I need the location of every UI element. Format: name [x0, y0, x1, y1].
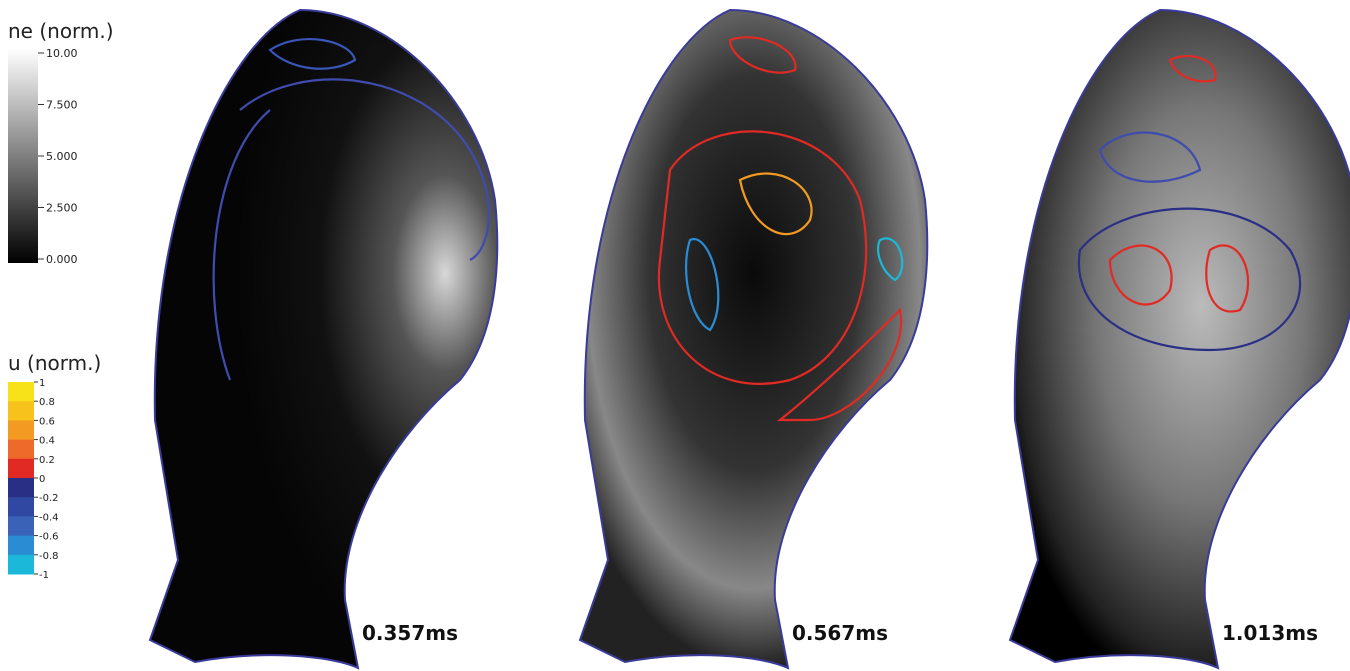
plasma-cross-section: [149, 9, 499, 669]
contour: [1205, 244, 1250, 313]
tick-label: 0.2: [39, 455, 55, 466]
tick-label: 0.4: [39, 436, 55, 447]
color-band: [8, 382, 34, 402]
tick-label: 5.000: [46, 150, 78, 163]
color-band: [8, 535, 34, 556]
contour: [268, 38, 357, 70]
tick-label: -0.8: [39, 551, 59, 562]
contour: [239, 78, 490, 261]
tick-label: 0.8: [39, 397, 55, 408]
contour: [1108, 244, 1173, 306]
contour: [1168, 55, 1217, 83]
plasma-cross-section: [1009, 9, 1350, 669]
contour: [212, 109, 271, 381]
time-label: 0.567ms: [792, 621, 888, 645]
tick-label: -1: [39, 570, 49, 581]
tick-label: 0: [39, 474, 45, 485]
contour: [684, 238, 720, 332]
panel: 1.013ms: [1009, 9, 1350, 669]
color-band: [8, 401, 34, 421]
color-band: [8, 516, 34, 537]
colorbar-title: ne (norm.): [8, 19, 114, 43]
color-band: [8, 497, 34, 517]
tick-label: 1: [39, 378, 45, 389]
color-band: [8, 439, 34, 460]
contour: [776, 307, 903, 422]
color-band: [8, 458, 34, 479]
time-label: 1.013ms: [1222, 621, 1318, 645]
tick-label: 0.000: [46, 253, 78, 266]
tick-label: -0.6: [39, 532, 59, 543]
contour: [657, 130, 868, 385]
tick-label: 7.500: [46, 99, 78, 112]
tick-label: 2.500: [46, 202, 78, 215]
u-colorbar: u (norm.) 1 0.8 0.6 0.4 0.2 0 -0.2 -0.4 -0.6 -0.8…: [8, 351, 101, 581]
color-band: [8, 478, 34, 498]
color-band: [8, 554, 34, 575]
colorbar-title: u (norm.): [8, 351, 101, 375]
tick-label: 0.6: [39, 416, 55, 427]
contour: [728, 36, 797, 74]
contour: [877, 237, 904, 282]
colorbar-gradient: [8, 49, 38, 263]
contour: [1077, 207, 1302, 352]
panel: 0.567ms: [579, 9, 929, 669]
ne-colorbar: ne (norm.) 10.00 7.500 5.000 2.500 0.000: [8, 19, 114, 266]
contour: [1098, 131, 1202, 183]
tick-label: -0.4: [39, 512, 59, 523]
panel: 0.357ms: [149, 9, 499, 669]
plasma-cross-section: [579, 9, 929, 669]
tick-label: -0.2: [39, 493, 59, 504]
color-band: [8, 420, 34, 441]
time-label: 0.357ms: [362, 621, 458, 645]
tick-label: 10.00: [46, 47, 78, 60]
contour: [738, 172, 813, 236]
